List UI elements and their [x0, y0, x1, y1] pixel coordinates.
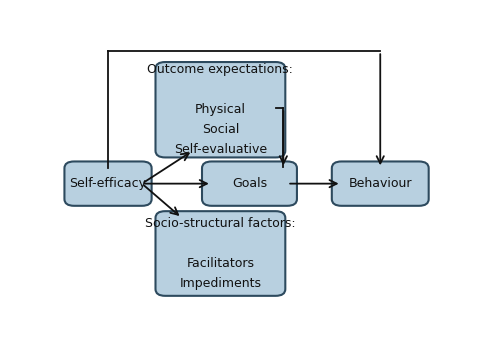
- Text: Self-efficacy: Self-efficacy: [70, 177, 146, 190]
- Text: Outcome expectations:

Physical
Social
Self-evaluative: Outcome expectations: Physical Social Se…: [148, 63, 294, 156]
- FancyBboxPatch shape: [332, 162, 428, 206]
- FancyBboxPatch shape: [156, 211, 286, 296]
- FancyBboxPatch shape: [156, 62, 286, 157]
- Text: Behaviour: Behaviour: [348, 177, 412, 190]
- Text: Socio-structural factors:

Facilitators
Impediments: Socio-structural factors: Facilitators I…: [145, 217, 296, 290]
- FancyBboxPatch shape: [202, 162, 297, 206]
- FancyBboxPatch shape: [64, 162, 152, 206]
- Text: Goals: Goals: [232, 177, 267, 190]
